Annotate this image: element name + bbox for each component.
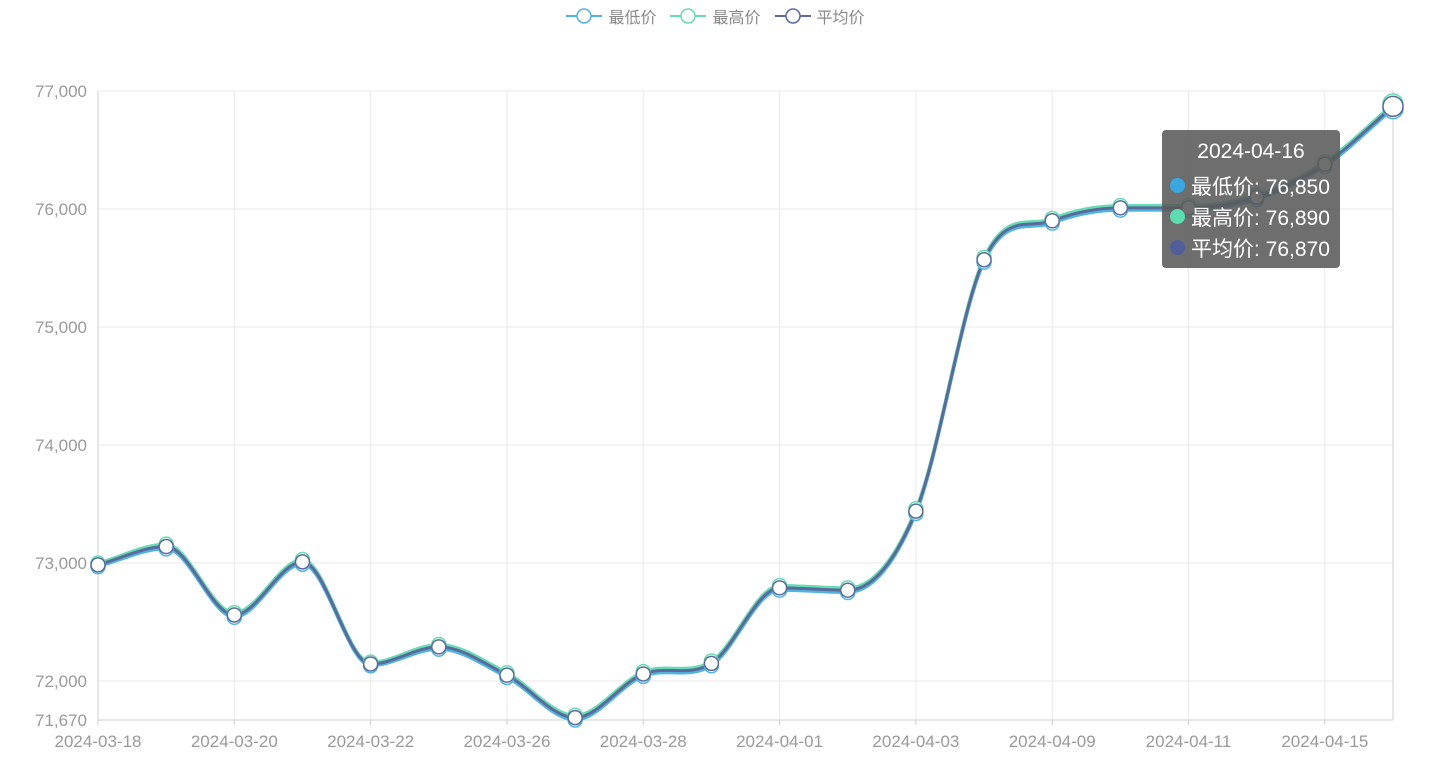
x-tick-label: 2024-03-18 [55, 732, 142, 751]
point-avg[interactable] [976, 252, 992, 268]
legend-label: 最高价 [712, 10, 761, 27]
tooltip-dot-low [1170, 178, 1185, 193]
y-tick-label: 77,000 [35, 82, 87, 101]
point-avg[interactable] [226, 607, 243, 623]
legend-item-avg[interactable]: 平均价 [774, 4, 865, 28]
point-avg[interactable] [1382, 95, 1404, 118]
y-tick-label: 74,000 [35, 436, 87, 455]
axes [97, 91, 1394, 725]
point-avg[interactable] [1112, 200, 1129, 216]
tooltip-title: 2024-04-16 [1197, 140, 1305, 163]
legend: 最低价 最高价 平均价 [0, 4, 1431, 28]
legend-label: 平均价 [816, 10, 865, 27]
x-tick-label: 2024-04-11 [1146, 732, 1232, 751]
point-avg[interactable] [703, 655, 720, 672]
point-avg[interactable] [839, 582, 856, 598]
point-avg[interactable] [499, 667, 515, 683]
tooltip-row-avg: 平均价: 76,870 [1170, 232, 1332, 263]
point-avg[interactable] [158, 538, 174, 555]
point-avg[interactable] [362, 656, 379, 672]
x-tick-label: 2024-04-01 [736, 732, 823, 751]
x-tick-label: 2024-03-26 [463, 732, 550, 751]
x-tick-label: 2024-03-20 [191, 732, 278, 751]
y-tick-label: 73,000 [35, 554, 87, 573]
point-avg[interactable] [635, 666, 652, 682]
y-tick-label: 71,670 [35, 711, 87, 730]
legend-label: 最低价 [608, 10, 657, 27]
tooltip-row-high: 最高价: 76,890 [1170, 201, 1332, 232]
point-avg[interactable] [1044, 213, 1060, 229]
y-tick-label: 75,000 [35, 318, 87, 337]
x-tick-label: 2024-03-22 [327, 732, 414, 751]
y-tick-label: 72,000 [35, 672, 87, 691]
legend-item-low[interactable]: 最低价 [566, 4, 656, 28]
x-tick-label: 2024-04-15 [1281, 732, 1368, 751]
legend-line-circle-icon [566, 8, 603, 24]
legend-item-high[interactable]: 最高价 [670, 4, 761, 28]
x-tick-label: 2024-03-28 [600, 732, 687, 751]
tooltip: 2024-04-16 最低价: 76,850 最高价: 76,890 平均价: … [1162, 130, 1340, 268]
tooltip-dot-high [1170, 209, 1185, 224]
point-avg[interactable] [90, 557, 106, 573]
tooltip-label-low: 最低价: 76,850 [1191, 175, 1330, 199]
y-tick-label: 76,000 [35, 200, 87, 219]
point-avg[interactable] [567, 709, 583, 726]
tooltip-label-avg: 平均价: 76,870 [1191, 237, 1330, 261]
point-avg[interactable] [431, 639, 447, 655]
tooltip-dot-avg [1170, 240, 1185, 255]
legend-line-circle-icon [774, 8, 811, 24]
x-tick-label: 2024-04-09 [1009, 732, 1096, 751]
tooltip-label-high: 最高价: 76,890 [1191, 206, 1330, 230]
tick-labels: 71,670 72,000 73,000 74,000 75,000 76,000 77,0… [35, 82, 1368, 751]
point-avg[interactable] [771, 580, 788, 596]
grid-lines [98, 90, 1393, 720]
x-tick-label: 2024-04-03 [872, 732, 959, 751]
data-points[interactable] [90, 93, 1404, 728]
legend-line-circle-icon [670, 8, 707, 24]
point-avg[interactable] [908, 503, 924, 519]
point-avg[interactable] [294, 554, 311, 570]
tooltip-row-low: 最低价: 76,850 [1170, 170, 1332, 201]
